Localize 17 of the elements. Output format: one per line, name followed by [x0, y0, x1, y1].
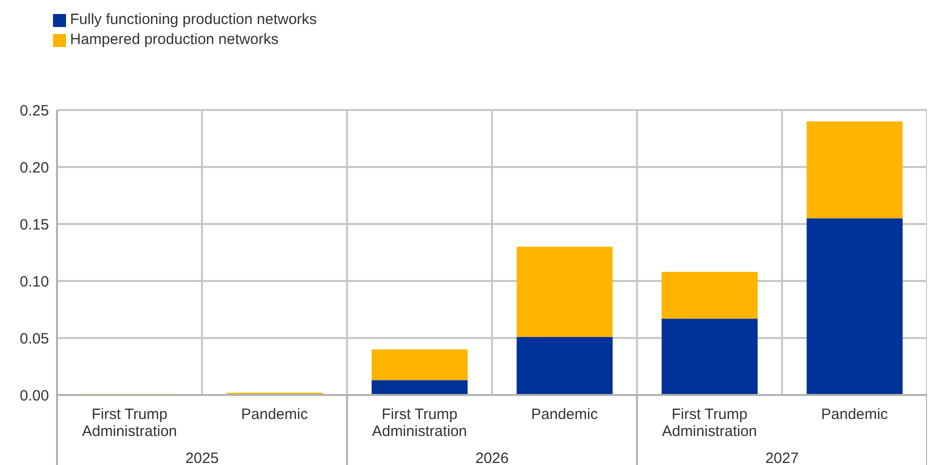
- x-tick-label: First Trump Administration: [82, 406, 178, 440]
- x-tick-label: Pandemic: [241, 406, 308, 423]
- y-tick-label: 0.20: [20, 159, 49, 176]
- x-tick-label: Pandemic: [821, 406, 888, 423]
- y-tick-label: 0.25: [20, 102, 49, 120]
- x-tick-label: Pandemic: [531, 406, 598, 423]
- text: 2027: [765, 450, 799, 465]
- y-tick-label: 0.15: [20, 216, 49, 234]
- x-tick-label: First Trump Administration: [662, 406, 758, 440]
- text: 2025: [185, 450, 219, 465]
- x-tick-label: First Trump Administration: [372, 406, 468, 440]
- text: 2026: [475, 450, 509, 465]
- legend-label: Hampered production networks: [70, 31, 278, 48]
- legend-label: Fully functioning production networks: [70, 11, 317, 28]
- y-tick-label: 0.10: [20, 273, 49, 290]
- y-tick-label: 0.00: [20, 387, 49, 404]
- y-tick-label: 0.05: [20, 330, 49, 348]
